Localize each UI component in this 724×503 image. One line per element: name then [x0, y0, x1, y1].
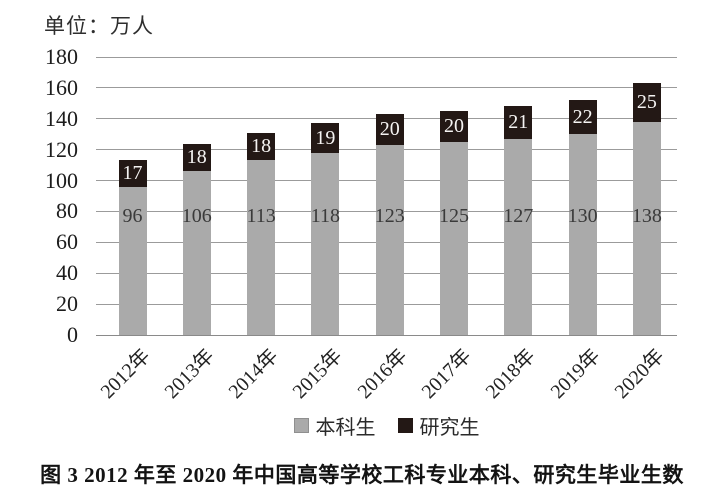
bar-grad-value: 17 [122, 162, 143, 185]
bar-grad-value: 21 [508, 111, 529, 134]
legend-label: 研究生 [419, 416, 480, 439]
bar-grad-segment: 19 [311, 123, 340, 153]
y-tick-label: 120 [45, 136, 78, 162]
legend-item-undergrad: 本科生 [293, 411, 376, 440]
gridline [96, 87, 677, 89]
bar-group: 25 138 [632, 83, 662, 335]
bar-grad-value: 19 [315, 126, 336, 149]
bar-grad-segment: 17 [118, 160, 147, 187]
bar-undergrad-segment: 113 [246, 160, 276, 335]
bar-group: 18 106 [182, 143, 212, 335]
unit-label: 单位：万人 [44, 14, 154, 38]
bar-grad-value: 25 [636, 91, 657, 114]
y-axis: 0 20 40 60 80 100 120 140 160 180 [0, 46, 78, 346]
y-tick-label: 20 [56, 291, 78, 317]
legend-label: 本科生 [315, 416, 376, 439]
bar-group: 17 96 [118, 160, 147, 335]
bar-group: 20 123 [375, 114, 405, 335]
y-tick-label: 140 [45, 105, 78, 131]
bar-grad-value: 18 [186, 145, 207, 168]
bar-grad-value: 20 [444, 115, 464, 138]
bar-group: 21 127 [503, 106, 533, 335]
bar-undergrad-value: 123 [374, 205, 405, 227]
gridline [96, 56, 677, 58]
bar-grad-value: 22 [572, 105, 593, 128]
bar-grad-segment: 22 [568, 100, 597, 135]
bar-group: 18 113 [246, 132, 276, 335]
bar-undergrad-value: 138 [631, 205, 662, 227]
bar-grad-segment: 20 [375, 114, 404, 146]
bar-grad-value: 18 [251, 135, 272, 158]
legend-item-grad: 研究生 [397, 411, 480, 440]
y-tick-label: 40 [56, 260, 78, 286]
bar-group: 22 130 [568, 100, 598, 335]
bar-grad-segment: 25 [632, 83, 661, 122]
bar-undergrad-value: 127 [503, 205, 534, 227]
y-tick-label: 60 [56, 229, 78, 255]
bar-undergrad-value: 96 [122, 205, 143, 227]
grad-swatch-icon [397, 417, 413, 433]
undergrad-swatch-icon [293, 417, 309, 433]
bar-grad-segment: 21 [504, 106, 533, 139]
bar-undergrad-segment: 96 [118, 186, 147, 335]
bar-undergrad-segment: 130 [568, 134, 598, 335]
bar-undergrad-value: 130 [567, 205, 598, 227]
bar-grad-value: 20 [379, 118, 400, 141]
bar-undergrad-segment: 125 [439, 141, 469, 335]
y-tick-label: 160 [45, 74, 78, 100]
bar-group: 19 118 [311, 123, 340, 335]
x-axis-line [96, 334, 677, 336]
bar-undergrad-segment: 106 [182, 171, 212, 335]
y-tick-label: 100 [45, 167, 78, 193]
bar-undergrad-value: 106 [181, 205, 212, 227]
bar-undergrad-segment: 127 [503, 138, 533, 335]
y-tick-label: 0 [67, 322, 78, 347]
figure-caption: 图 3 2012 年至 2020 年中国高等学校工科专业本科、研究生毕业生数 [40, 463, 684, 487]
legend: 本科生 研究生 [96, 411, 677, 440]
bar-undergrad-segment: 138 [632, 121, 662, 335]
bar-undergrad-segment: 123 [375, 145, 405, 335]
y-tick-label: 180 [45, 44, 78, 69]
bar-undergrad-value: 118 [310, 205, 341, 227]
bar-undergrad-value: 125 [439, 205, 469, 227]
bar-grad-segment: 18 [247, 132, 276, 161]
bar-grad-segment: 20 [440, 111, 468, 142]
bar-undergrad-value: 113 [246, 205, 276, 227]
bar-grad-segment: 18 [182, 143, 211, 172]
bar-group: 20 125 [439, 111, 469, 335]
bar-undergrad-segment: 118 [311, 152, 340, 335]
y-tick-label: 80 [56, 198, 78, 224]
plot-area: 17 96 2012年 18 106 2013年 18 113 2014年 19 118 2015年 2… [96, 56, 677, 403]
